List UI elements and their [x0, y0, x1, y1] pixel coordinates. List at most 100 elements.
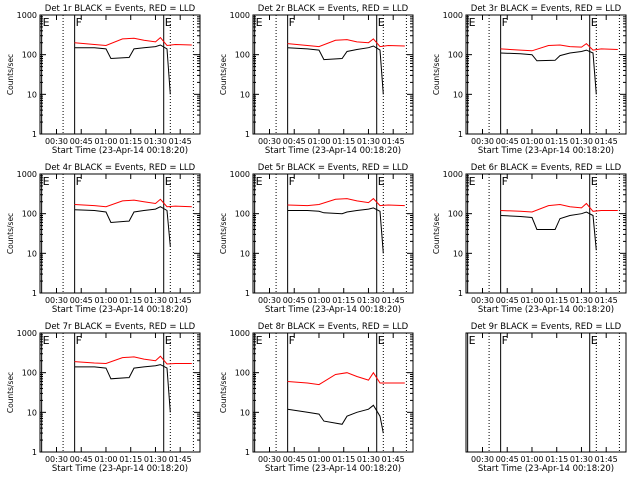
- x-tick-label: 01:00: [307, 296, 330, 305]
- event-marker-label: F: [76, 175, 82, 188]
- x-tick-label: 00:45: [283, 455, 306, 464]
- event-marker-label: E: [591, 175, 598, 188]
- series-line: [74, 355, 192, 365]
- plot-frame: [465, 332, 627, 453]
- x-tick-label: 00:30: [45, 296, 68, 305]
- x-axis-label: Start Time (23-Apr-14 00:18:20): [265, 305, 401, 315]
- x-tick-label: 01:30: [570, 137, 593, 146]
- x-axis-label: Start Time (23-Apr-14 00:18:20): [265, 464, 401, 474]
- series-line: [500, 42, 618, 52]
- y-tick-label: 1000: [17, 11, 37, 20]
- y-tick-label: 1000: [443, 11, 463, 20]
- y-tick-label: 100: [22, 369, 37, 378]
- x-tick-label: 01:45: [595, 296, 618, 305]
- x-tick-label: 01:00: [94, 137, 117, 146]
- series-line: [74, 364, 171, 413]
- x-tick-label: 01:15: [119, 455, 142, 464]
- event-marker-label: F: [289, 334, 295, 347]
- event-marker-label: E: [256, 334, 263, 347]
- y-tick-label: 100: [22, 51, 37, 60]
- series-line: [287, 404, 384, 434]
- y-axis-label: Counts/sec: [432, 213, 441, 254]
- y-tick-label: 1: [32, 289, 37, 298]
- event-marker-label: E: [591, 16, 598, 29]
- y-tick-label: 10: [27, 249, 37, 258]
- x-axis-label: Start Time (23-Apr-14 00:18:20): [265, 146, 401, 156]
- x-tick-label: 01:15: [332, 137, 355, 146]
- x-tick-label: 01:00: [520, 296, 543, 305]
- y-tick-label: 100: [448, 51, 463, 60]
- event-marker-label: F: [76, 334, 82, 347]
- series-line: [500, 211, 597, 251]
- chart-panel: Det 3r BLACK = Events, RED = LLD 1 10 100 10…: [432, 4, 627, 156]
- event-marker-label: E: [256, 16, 263, 29]
- chart-title: Det 9r BLACK = Events, RED = LLD: [471, 322, 622, 332]
- x-tick-label: 01:00: [94, 296, 117, 305]
- y-axis-label: Counts/sec: [219, 372, 228, 413]
- x-tick-label: 01:45: [169, 455, 192, 464]
- x-tick-label: 01:15: [332, 455, 355, 464]
- y-axis-label: Counts/sec: [432, 54, 441, 95]
- y-tick-label: 1: [245, 130, 250, 139]
- x-tick-label: 01:45: [382, 296, 405, 305]
- x-tick-label: 00:30: [471, 296, 494, 305]
- x-tick-label: 00:45: [283, 137, 306, 146]
- x-tick-label: 01:30: [570, 296, 593, 305]
- chart-panel: Det 5r BLACK = Events, RED = LLD 1 10 100 10…: [219, 163, 414, 315]
- x-tick-label: 01:30: [144, 296, 167, 305]
- event-marker-label: F: [289, 16, 295, 29]
- series-line: [500, 49, 597, 95]
- plot-frame: [465, 14, 627, 135]
- x-tick-label: 01:45: [169, 296, 192, 305]
- event-marker-label: E: [469, 16, 476, 29]
- chart-title: Det 4r BLACK = Events, RED = LLD: [45, 163, 196, 173]
- x-tick-label: 01:15: [545, 296, 568, 305]
- x-tick-label: 01:45: [169, 137, 192, 146]
- series-line: [74, 206, 171, 247]
- series-line: [74, 44, 171, 95]
- event-marker-label: E: [378, 16, 385, 29]
- plot-frame: [252, 332, 414, 453]
- y-tick-label: 1000: [230, 329, 250, 338]
- y-tick-label: 1: [32, 448, 37, 457]
- x-tick-label: 01:15: [119, 137, 142, 146]
- x-tick-label: 01:45: [595, 455, 618, 464]
- chart-panel: Det 1r BLACK = Events, RED = LLD 1 10 100 10…: [6, 4, 201, 156]
- event-marker-label: E: [469, 334, 476, 347]
- y-tick-label: 1000: [230, 170, 250, 179]
- x-tick-label: 01:15: [545, 137, 568, 146]
- x-axis-label: Start Time (23-Apr-14 00:18:20): [478, 305, 614, 315]
- x-tick-label: 01:15: [332, 296, 355, 305]
- x-tick-label: 01:30: [144, 137, 167, 146]
- series-line: [74, 36, 192, 47]
- x-tick-label: 01:15: [119, 296, 142, 305]
- chart-title: Det 1r BLACK = Events, RED = LLD: [45, 4, 196, 14]
- event-marker-label: E: [378, 175, 385, 188]
- plot-frame: [39, 14, 201, 135]
- x-tick-label: 01:00: [520, 455, 543, 464]
- series-line: [287, 207, 384, 254]
- y-tick-label: 1: [245, 448, 250, 457]
- y-tick-label: 1000: [17, 170, 37, 179]
- x-tick-label: 01:00: [94, 455, 117, 464]
- series-line: [287, 45, 384, 95]
- event-marker-label: E: [378, 334, 385, 347]
- x-tick-label: 01:30: [357, 296, 380, 305]
- event-marker-label: E: [43, 16, 50, 29]
- x-tick-label: 01:45: [382, 455, 405, 464]
- chart-title: Det 2r BLACK = Events, RED = LLD: [258, 4, 409, 14]
- y-tick-label: 10: [453, 90, 463, 99]
- event-marker-label: F: [76, 16, 82, 29]
- event-marker-label: F: [502, 334, 508, 347]
- x-axis-label: Start Time (23-Apr-14 00:18:20): [52, 146, 188, 156]
- chart-panel: Det 8r BLACK = Events, RED = LLD 1 10 100 10…: [219, 322, 414, 474]
- plot-frame: [39, 332, 201, 453]
- y-axis-label: Counts/sec: [6, 54, 15, 95]
- event-marker-label: E: [165, 175, 172, 188]
- x-axis-label: Start Time (23-Apr-14 00:18:20): [478, 464, 614, 474]
- y-axis-label: Counts/sec: [219, 54, 228, 95]
- x-tick-label: 00:30: [45, 137, 68, 146]
- chart-panel: Det 4r BLACK = Events, RED = LLD 1 10 100 10…: [6, 163, 201, 315]
